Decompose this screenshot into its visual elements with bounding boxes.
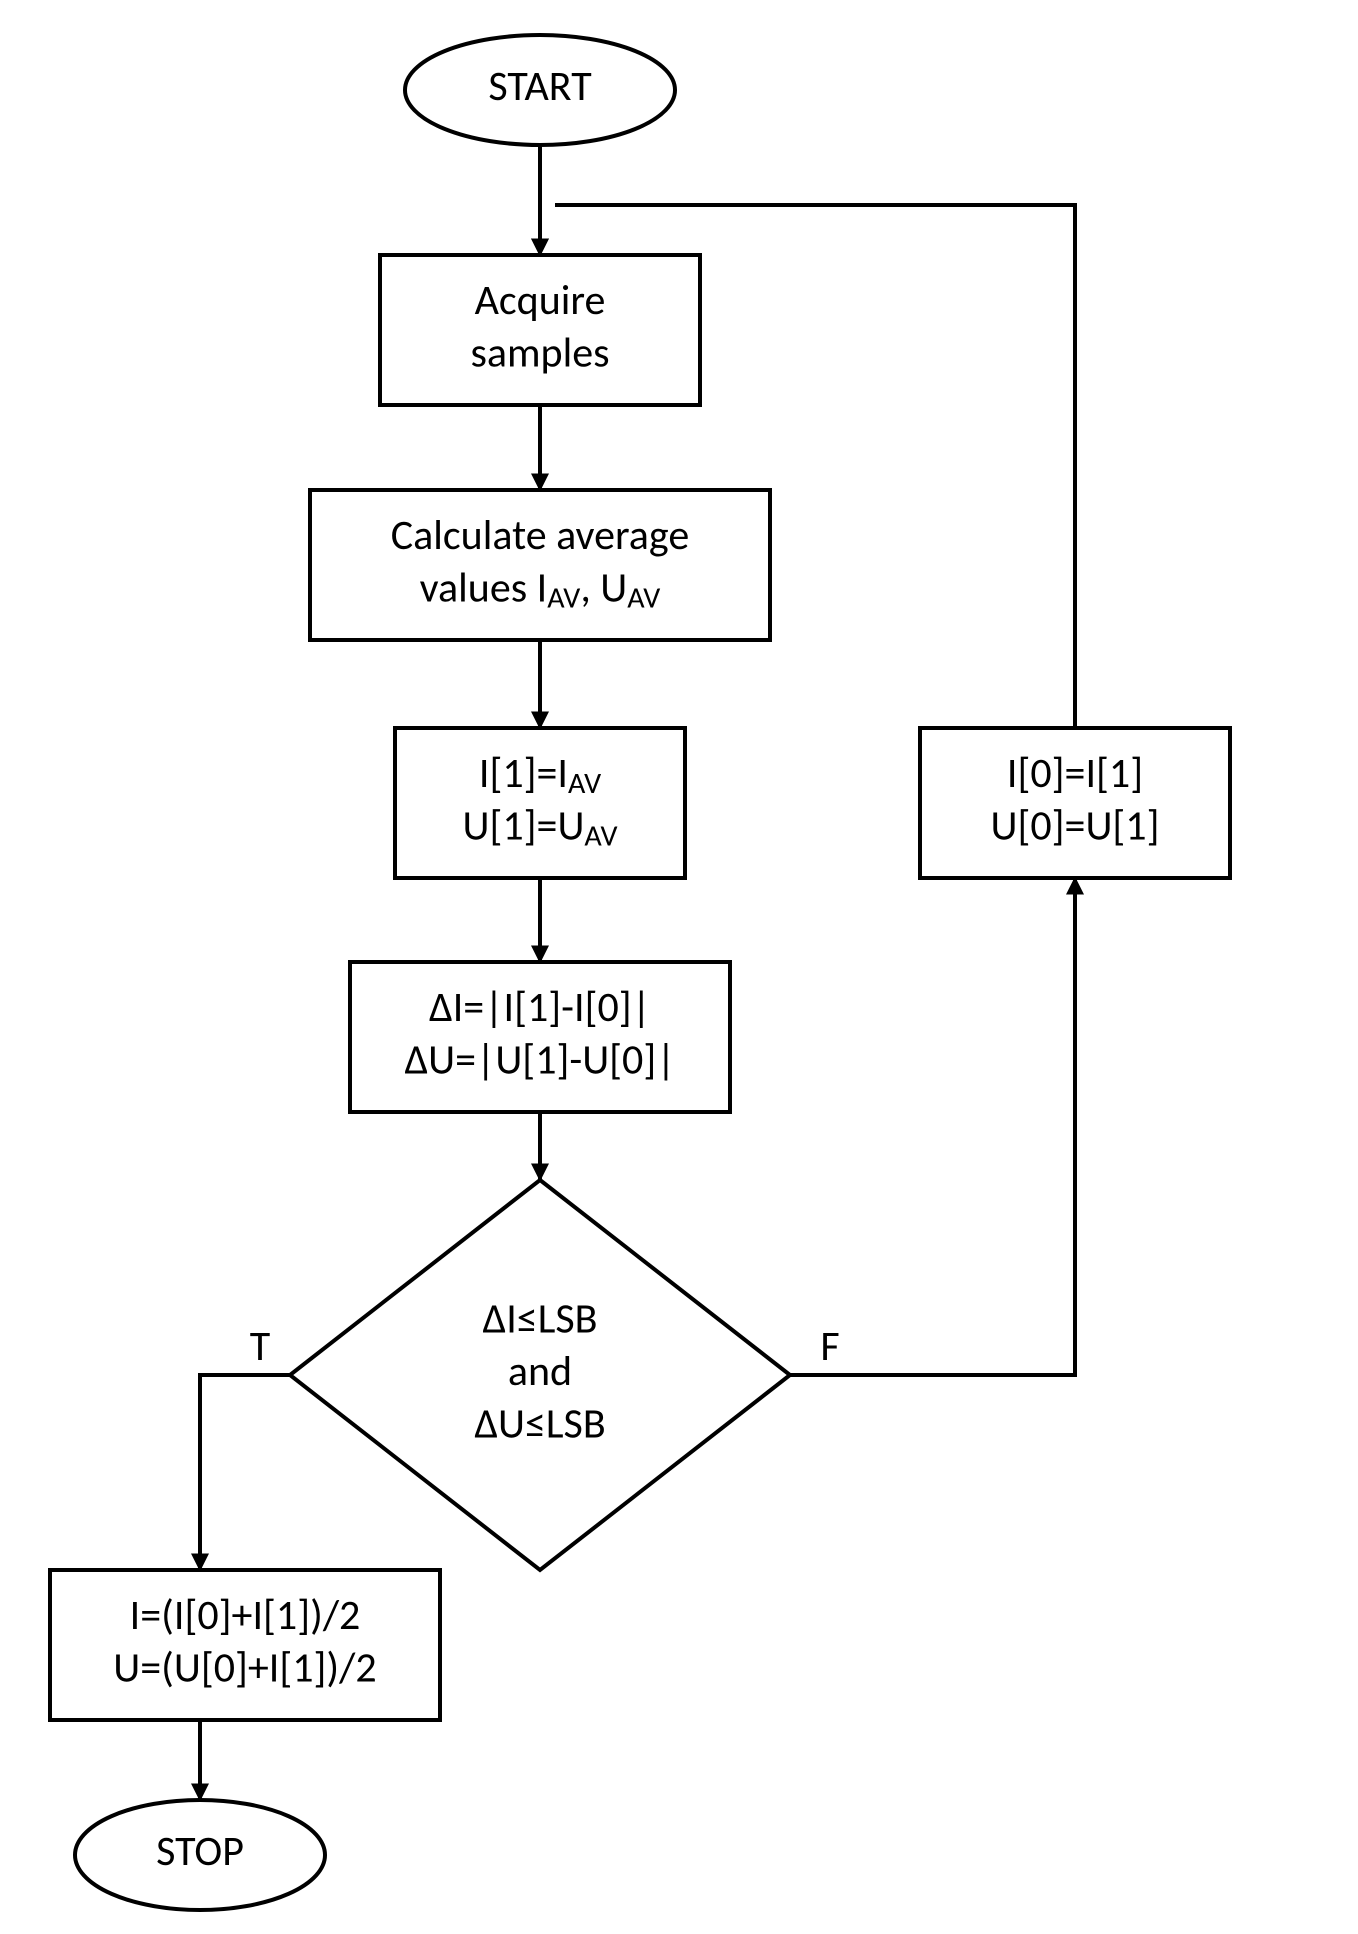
edge-label-true: T xyxy=(250,1321,270,1372)
decision-true-to-result xyxy=(200,1375,290,1570)
decision-line-0: ΔI≤LSB xyxy=(482,1294,597,1345)
stop-line-0: STOP xyxy=(156,1826,244,1877)
delta-line-0: ΔI=|I[1]-I[0]| xyxy=(429,982,651,1033)
node-acquire: Acquiresamples xyxy=(380,255,700,405)
node-decision: ΔI≤LSBandΔU≤LSB xyxy=(290,1180,790,1570)
node-result: I=(I[0]+I[1])/2U=(U[0]+I[1])/2 xyxy=(50,1570,440,1720)
start-line-0: START xyxy=(488,61,591,112)
node-delta: ΔI=|I[1]-I[0]|ΔU=|U[1]-U[0]| xyxy=(350,962,730,1112)
node-update: I[0]=I[1]U[0]=U[1] xyxy=(920,728,1230,878)
decision-line-1: and xyxy=(508,1346,572,1397)
nodes-group: START Acquiresamples Calculate averagevalu… xyxy=(50,35,1230,1910)
result-line-0: I=(I[0]+I[1])/2 xyxy=(130,1590,361,1641)
update-line-1: U[0]=U[1] xyxy=(991,800,1160,851)
edge-label-false: F xyxy=(820,1321,839,1372)
update-line-0: I[0]=I[1] xyxy=(1007,748,1143,799)
node-calc: Calculate averagevalues IAV, UAV xyxy=(310,490,770,640)
decision-line-2: ΔU≤LSB xyxy=(474,1399,605,1450)
acquire-line-0: Acquire xyxy=(475,275,606,326)
node-stop: STOP xyxy=(75,1800,325,1910)
result-line-1: U=(U[0]+I[1])/2 xyxy=(113,1642,376,1693)
decision-false-to-update xyxy=(790,878,1075,1375)
node-start: START xyxy=(405,35,675,145)
delta-line-1: ΔU=|U[1]-U[0]| xyxy=(404,1034,675,1085)
acquire-line-1: samples xyxy=(470,327,609,378)
calc-line-0: Calculate average xyxy=(391,510,689,561)
node-assign: I[1]=IAVU[1]=UAV xyxy=(395,728,685,878)
calc-line-1: values IAV, UAV xyxy=(420,562,661,616)
flowchart-svg: T F START Acquiresamples Calculate averageva… xyxy=(0,0,1358,1929)
